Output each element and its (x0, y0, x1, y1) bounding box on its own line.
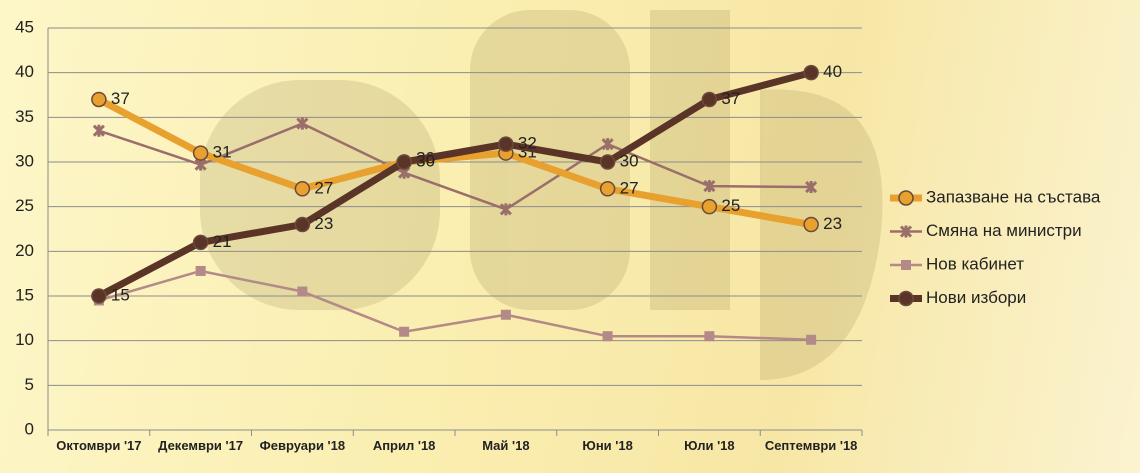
y-tick-label: 15 (15, 285, 34, 304)
y-tick-label: 30 (15, 151, 34, 170)
marker (901, 260, 911, 270)
data-label: 27 (314, 178, 333, 197)
y-tick-label: 10 (15, 330, 34, 349)
data-label: 30 (620, 151, 639, 170)
data-label: 15 (111, 285, 130, 304)
marker (499, 137, 513, 151)
marker (603, 331, 613, 341)
marker (704, 331, 714, 341)
y-tick-label: 0 (25, 419, 34, 438)
x-tick-label: Септември '18 (761, 438, 861, 453)
data-label: 40 (823, 62, 842, 81)
legend-label: Нов кабинет (926, 254, 1024, 273)
data-label: 23 (823, 214, 842, 233)
marker (297, 287, 307, 297)
marker (601, 155, 615, 169)
x-tick-label: Февруари '18 (252, 438, 352, 453)
legend-label: Запазване на състава (926, 187, 1101, 206)
data-label: 32 (518, 134, 537, 153)
marker (899, 191, 913, 205)
data-label: 25 (721, 196, 740, 215)
chart: 0510152025303540453731273031272523152123… (0, 0, 1140, 473)
marker (501, 310, 511, 320)
y-tick-label: 20 (15, 241, 34, 260)
marker (194, 146, 208, 160)
data-label: 31 (213, 143, 232, 162)
data-label: 27 (620, 178, 639, 197)
marker (92, 92, 106, 106)
data-label: 21 (213, 232, 232, 251)
x-tick-label: Декември '17 (151, 438, 251, 453)
y-tick-label: 35 (15, 107, 34, 126)
marker (804, 218, 818, 232)
data-label: 37 (111, 89, 130, 108)
marker (295, 218, 309, 232)
marker (601, 182, 615, 196)
data-label: 37 (721, 89, 740, 108)
marker (399, 327, 409, 337)
marker (196, 266, 206, 276)
marker (702, 92, 716, 106)
x-tick-label: Май '18 (456, 438, 556, 453)
x-tick-label: Април '18 (354, 438, 454, 453)
x-tick-label: Юли '18 (659, 438, 759, 453)
marker (194, 235, 208, 249)
marker (804, 66, 818, 80)
x-tick-label: Октомври '17 (49, 438, 149, 453)
marker (295, 182, 309, 196)
chart-svg: 0510152025303540453731273031272523152123… (0, 0, 1140, 473)
y-tick-label: 25 (15, 196, 34, 215)
legend-label: Нови избори (926, 288, 1026, 307)
y-tick-label: 45 (15, 17, 34, 36)
y-tick-label: 40 (15, 62, 34, 81)
marker (806, 335, 816, 345)
legend-label: Смяна на министри (926, 221, 1082, 240)
marker (702, 200, 716, 214)
marker (92, 289, 106, 303)
data-label: 23 (314, 214, 333, 233)
data-label: 30 (416, 151, 435, 170)
marker (397, 155, 411, 169)
y-tick-label: 5 (25, 375, 34, 394)
marker (899, 292, 913, 306)
x-tick-label: Юни '18 (558, 438, 658, 453)
